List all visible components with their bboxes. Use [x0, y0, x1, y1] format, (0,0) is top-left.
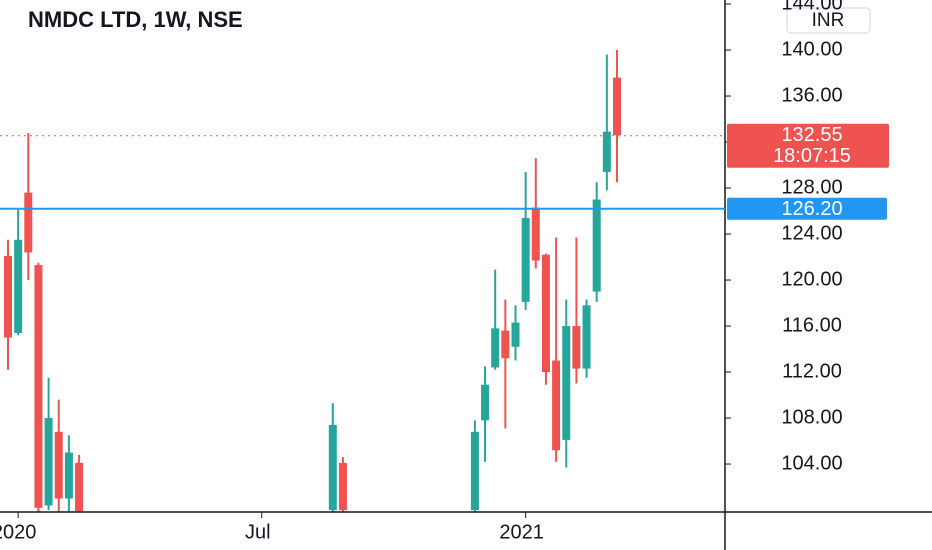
candle-body: [34, 265, 43, 508]
candle-body: [521, 217, 530, 302]
candle-body: [562, 326, 571, 440]
last-price-label: 132.55: [781, 124, 842, 146]
y-tick-label: 120.00: [781, 268, 842, 290]
candle-body: [64, 452, 73, 499]
currency-button[interactable]: [786, 7, 871, 34]
currency-label[interactable]: INR: [812, 10, 845, 31]
y-tick-label: 116.00: [782, 314, 842, 336]
candle-body: [613, 77, 621, 136]
y-tick-label: 144.00: [781, 0, 842, 14]
y-tick-label: 124.00: [781, 222, 842, 244]
candle-body: [501, 330, 510, 359]
chart-title: NMDC LTD, 1W, NSE: [28, 7, 243, 32]
candle-body: [75, 462, 84, 512]
candle-body: [24, 192, 33, 253]
candle-body: [44, 418, 53, 506]
horizontal-line-tag: [727, 197, 887, 220]
y-tick-label: 112.00: [782, 360, 842, 382]
x-tick-label: 2021: [499, 521, 544, 543]
x-tick-label: 2020: [0, 521, 36, 543]
horizontal-line-label: 126.20: [781, 198, 842, 220]
candle-body: [582, 305, 591, 369]
y-tick-label: 136.00: [781, 84, 842, 106]
candle-body: [531, 207, 540, 261]
x-tick-label: Jul: [245, 521, 271, 543]
candle-body: [602, 131, 611, 172]
countdown-label: 18:07:15: [773, 145, 851, 167]
y-tick-label: 108.00: [781, 406, 842, 428]
candle-body: [572, 326, 581, 369]
candle-body: [54, 431, 63, 499]
y-tick-label: 128.00: [781, 176, 842, 198]
candle-body: [470, 431, 479, 511]
candle-body: [4, 255, 12, 338]
y-tick-label: 104.00: [781, 452, 842, 474]
candle-body: [552, 360, 561, 451]
plot-area: [4, 50, 621, 512]
candle-body: [338, 462, 347, 511]
candle-body: [511, 322, 520, 347]
candle-body: [592, 199, 601, 292]
y-tick-label: 140.00: [781, 38, 842, 60]
candle-body: [481, 384, 490, 421]
candle-body: [14, 239, 23, 333]
candle-body: [541, 254, 550, 373]
last-price-tag: [727, 123, 889, 168]
candle-body: [328, 424, 337, 511]
candle-body: [491, 328, 500, 368]
